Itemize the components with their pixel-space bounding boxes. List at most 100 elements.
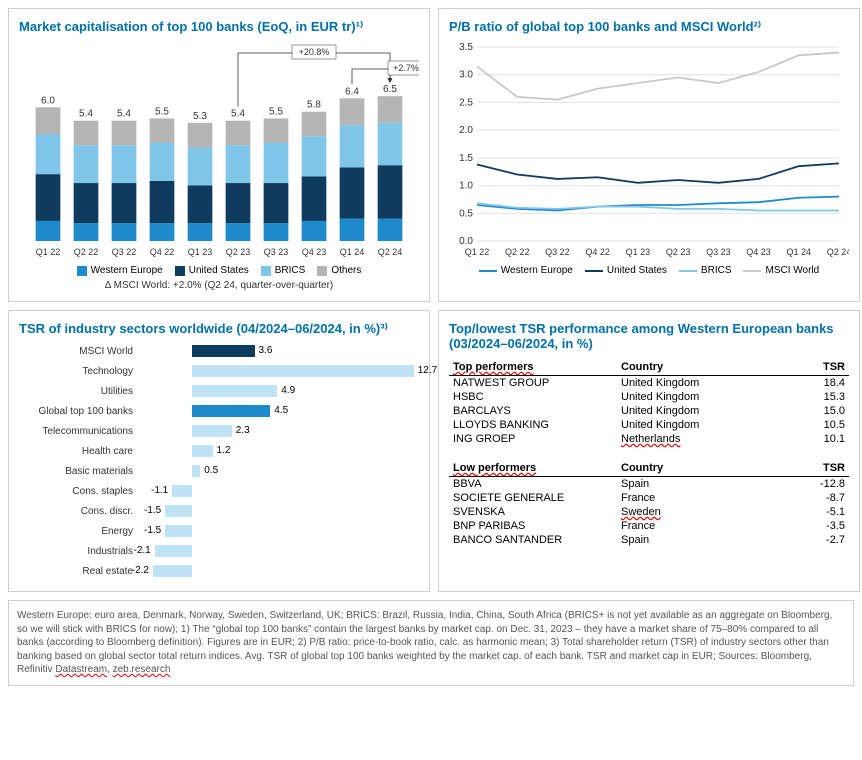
tsr-bar-area: 2.3 [139, 424, 419, 438]
tsr-label: Industrials [19, 546, 139, 557]
top-performers-table: Top performers Country TSR NATWEST GROUP… [449, 359, 849, 446]
tsr-label: Real estate [19, 566, 139, 577]
tsr-label: MSCI World [19, 346, 139, 357]
svg-text:Q3 23: Q3 23 [706, 247, 731, 257]
tsr-bar-area: 4.5 [139, 404, 419, 418]
svg-text:Q2 23: Q2 23 [226, 247, 251, 257]
tsr-row: Health care1.2 [19, 441, 419, 461]
svg-text:+2.7%: +2.7% [393, 63, 419, 73]
table-row: NATWEST GROUPUnited Kingdom18.4 [449, 376, 849, 391]
tsr-bar-area: 12.7 [139, 364, 419, 378]
legend-item: BRICS [679, 265, 732, 276]
svg-text:5.4: 5.4 [231, 109, 245, 120]
tsr-bar-area: -1.5 [139, 504, 419, 518]
svg-text:Q3 23: Q3 23 [264, 247, 289, 257]
tsr-row: Global top 100 banks4.5 [19, 401, 419, 421]
svg-text:Q2 22: Q2 22 [505, 247, 530, 257]
svg-text:Q4 23: Q4 23 [302, 247, 327, 257]
svg-text:Q1 24: Q1 24 [787, 247, 812, 257]
svg-text:3.5: 3.5 [459, 42, 473, 53]
svg-text:Q2 24: Q2 24 [827, 247, 849, 257]
panel1-delta-note: Δ MSCI World: +2.0% (Q2 24, quarter-over… [19, 280, 419, 291]
tsr-label: Cons. staples [19, 486, 139, 497]
svg-text:Q2 24: Q2 24 [378, 247, 403, 257]
panel-pb-ratio: P/B ratio of global top 100 banks and MS… [438, 8, 860, 302]
tsr-label: Basic materials [19, 466, 139, 477]
legend-item: Others [317, 265, 361, 276]
table-row: LLOYDS BANKINGUnited Kingdom10.5 [449, 418, 849, 432]
svg-text:Q4 22: Q4 22 [585, 247, 610, 257]
panel2-title: P/B ratio of global top 100 banks and MS… [449, 19, 849, 35]
tsr-bar-area: 0.5 [139, 464, 419, 478]
tsr-bar-area: -1.5 [139, 524, 419, 538]
tsr-row: Cons. discr.-1.5 [19, 501, 419, 521]
low-header-b: Country [617, 460, 769, 477]
svg-text:Q1 23: Q1 23 [188, 247, 213, 257]
svg-text:Q4 23: Q4 23 [746, 247, 771, 257]
footnote: Western Europe: euro area, Denmark, Norw… [8, 600, 854, 686]
legend-item: Western Europe [77, 265, 163, 276]
svg-text:1.0: 1.0 [459, 181, 473, 192]
tsr-bar-area: -1.1 [139, 484, 419, 498]
panel1-legend: Western EuropeUnited StatesBRICSOthers [19, 265, 419, 276]
table-row: BNP PARIBASFrance-3.5 [449, 519, 849, 533]
tsr-row: Utilities4.9 [19, 381, 419, 401]
panel1-title: Market capitalisation of top 100 banks (… [19, 19, 419, 35]
panel2-legend: Western Europe United States BRICS MSCI Wor… [449, 265, 849, 276]
panel3-title: TSR of industry sectors worldwide (04/20… [19, 321, 419, 337]
svg-text:0.5: 0.5 [459, 208, 473, 219]
svg-text:2.0: 2.0 [459, 125, 473, 136]
panel3-chart: MSCI World3.6Technology12.7Utilities4.9G… [19, 341, 419, 581]
tsr-bar-area: -2.1 [139, 544, 419, 558]
low-header-c: TSR [769, 460, 849, 477]
table-row: HSBCUnited Kingdom15.3 [449, 390, 849, 404]
svg-text:5.5: 5.5 [269, 106, 283, 117]
legend-item: Western Europe [479, 265, 573, 276]
table-row: BBVASpain-12.8 [449, 477, 849, 492]
svg-text:Q1 22: Q1 22 [465, 247, 490, 257]
svg-text:6.4: 6.4 [345, 86, 359, 97]
top-header-b: Country [617, 359, 769, 376]
panel-market-cap: Market capitalisation of top 100 banks (… [8, 8, 430, 302]
top-header-a: Top performers [453, 361, 533, 373]
tsr-row: Energy-1.5 [19, 521, 419, 541]
top-header-c: TSR [769, 359, 849, 376]
legend-item: United States [175, 265, 249, 276]
svg-text:5.8: 5.8 [307, 100, 321, 111]
svg-text:Q3 22: Q3 22 [112, 247, 137, 257]
tsr-row: Technology12.7 [19, 361, 419, 381]
tsr-bar-area: 1.2 [139, 444, 419, 458]
table-row: ING GROEPNetherlands10.1 [449, 432, 849, 446]
svg-text:5.5: 5.5 [155, 106, 169, 117]
panel4-title: Top/lowest TSR performance among Western… [449, 321, 849, 355]
table-row: BANCO SANTANDERSpain-2.7 [449, 533, 849, 547]
panel2-chart: 0.00.51.01.52.02.53.03.5Q1 22Q2 22Q3 22Q… [449, 39, 849, 259]
svg-text:6.5: 6.5 [383, 84, 397, 95]
tsr-label: Utilities [19, 386, 139, 397]
panel-tsr-sectors: TSR of industry sectors worldwide (04/20… [8, 310, 430, 592]
svg-text:0.0: 0.0 [459, 236, 473, 247]
dashboard-grid: Market capitalisation of top 100 banks (… [8, 8, 854, 592]
tsr-row: Telecommunications2.3 [19, 421, 419, 441]
tsr-label: Technology [19, 366, 139, 377]
legend-item: United States [585, 265, 667, 276]
tsr-row: Basic materials0.5 [19, 461, 419, 481]
legend-item: MSCI World [743, 265, 819, 276]
svg-text:Q1 23: Q1 23 [626, 247, 651, 257]
tsr-label: Energy [19, 526, 139, 537]
svg-text:5.4: 5.4 [79, 109, 93, 120]
tsr-label: Telecommunications [19, 426, 139, 437]
tsr-row: Cons. staples-1.1 [19, 481, 419, 501]
svg-text:Q1 24: Q1 24 [340, 247, 365, 257]
panel-top-low-tsr: Top/lowest TSR performance among Western… [438, 310, 860, 592]
svg-text:Q2 23: Q2 23 [666, 247, 691, 257]
tsr-bar-area: 4.9 [139, 384, 419, 398]
tsr-label: Cons. discr. [19, 506, 139, 517]
svg-text:6.0: 6.0 [41, 95, 55, 106]
tsr-row: MSCI World3.6 [19, 341, 419, 361]
table-row: SOCIETE GENERALEFrance-8.7 [449, 491, 849, 505]
svg-text:+20.8%: +20.8% [299, 47, 330, 57]
tsr-bar-area: 3.6 [139, 344, 419, 358]
tsr-bar-area: -2.2 [139, 564, 419, 578]
tsr-row: Industrials-2.1 [19, 541, 419, 561]
